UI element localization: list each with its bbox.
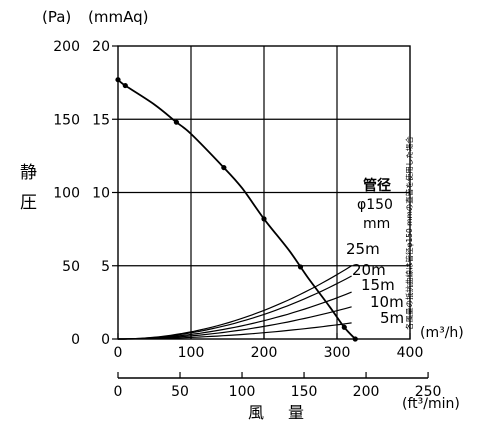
x-tick-label-200: 200 (251, 345, 278, 361)
x2-tick-label-50: 50 (171, 384, 189, 400)
y-tick-label-mmaq-10: 10 (92, 186, 110, 202)
y-unit-mmaq: (mmAq) (88, 8, 148, 26)
duct-diameter: φ150 (357, 197, 393, 213)
fan-curve-point-2 (173, 119, 179, 125)
x-label-char-1: 風 (248, 403, 264, 422)
fan-curve-point-0 (115, 77, 121, 83)
duct-curve-label-10m: 10m (370, 293, 404, 311)
duct-curve-5m (118, 322, 352, 340)
y-tick-label-mmaq-20: 20 (92, 39, 110, 55)
x2-tick-label-250: 250 (415, 384, 442, 400)
y-tick-label-pa-150: 150 (53, 112, 80, 128)
y-unit-pa: (Pa) (42, 8, 71, 26)
fan-curve-point-7 (352, 336, 358, 342)
fan-curve-point-4 (261, 216, 267, 222)
y-tick-label-pa-50: 50 (62, 259, 80, 275)
gridlines (118, 46, 410, 339)
x-label-char-2: 量 (288, 403, 304, 422)
y-label-char-1: 静 (20, 163, 37, 183)
y-tick-label-mmaq-15: 15 (92, 112, 110, 128)
x2-tick-label-200: 200 (353, 384, 380, 400)
x2-tick-label-150: 150 (291, 384, 318, 400)
duct-curve-label-20m: 20m (352, 261, 386, 279)
y-tick-label-mmaq-5: 5 (101, 259, 110, 275)
duct-curve-label-25m: 25m (346, 240, 380, 258)
duct-curve-label-5m: 5m (380, 309, 404, 327)
x-tick-label-400: 400 (397, 345, 424, 361)
y-label-char-2: 圧 (20, 193, 37, 213)
y-tick-label-pa-200: 200 (53, 39, 80, 55)
fan-curve-point-6 (341, 324, 347, 330)
x-tick-label-0: 0 (114, 345, 123, 361)
x-unit-m3h: (m³/h) (420, 325, 464, 341)
duct-curve-label-15m: 15m (361, 276, 395, 294)
fan-curve (117, 79, 356, 340)
y-tick-label-pa-100: 100 (53, 186, 80, 202)
x-axis: (m³/h) (ft³/min) 風 量 0 100 200 300 400 0 50 100… (114, 325, 464, 422)
x-tick-label-100: 100 (178, 345, 205, 361)
side-note: 各風量の抵抗曲線は管径φ150 mmの直管を使用した場合 (404, 136, 414, 330)
fan-curve-point-3 (221, 164, 227, 171)
duct-unit: mm (363, 216, 390, 232)
y-tick-label-pa-0: 0 (71, 332, 80, 348)
duct-title: 管径 (363, 177, 391, 194)
duct-curve-25m (118, 265, 352, 340)
y-tick-label-mmaq-0: 0 (101, 332, 110, 348)
x2-tick-label-0: 0 (114, 384, 123, 400)
fan-curve-point-5 (297, 264, 304, 270)
x-unit-ftmin: (ft³/min) (402, 396, 460, 412)
x-tick-label-300: 300 (324, 345, 351, 361)
fan-curve-point-1 (122, 82, 128, 89)
x2-tick-label-100: 100 (229, 384, 256, 400)
duct-annotation: 管径 φ150 mm 各風量の抵抗曲線は管径φ150 mmの直管を使用した場合 (357, 136, 414, 330)
y-axis: (Pa) (mmAq) 静 圧 0 50 100 150 200 0 5 10 15 20 (20, 8, 148, 348)
